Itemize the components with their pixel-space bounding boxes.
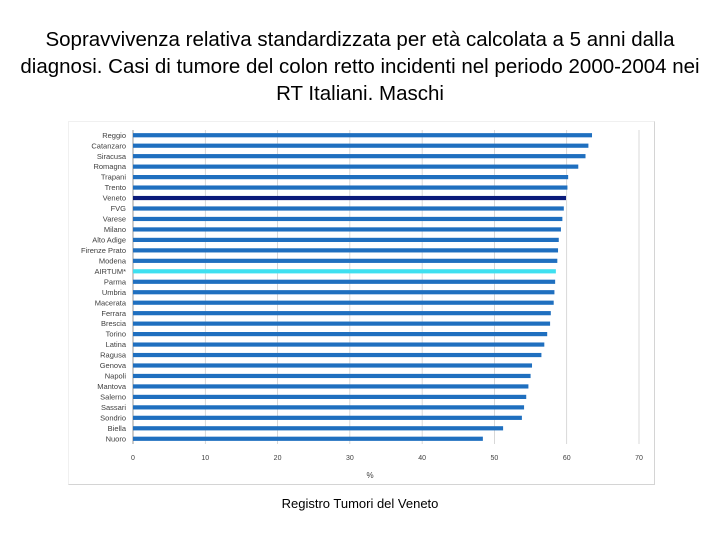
category-label: Firenze Prato (81, 246, 126, 255)
x-tick-label: 60 (563, 455, 571, 462)
bar (133, 415, 522, 420)
bar (133, 258, 558, 263)
bar (133, 154, 586, 159)
bar (133, 405, 525, 410)
x-tick-label: 50 (491, 455, 499, 462)
bar (133, 436, 483, 441)
bar (133, 237, 559, 242)
category-label: Sondrio (100, 413, 126, 422)
chart-frame (68, 121, 655, 485)
bar (133, 133, 593, 138)
category-label: Brescia (101, 319, 127, 328)
category-label: Salerno (100, 393, 126, 402)
bar (133, 279, 556, 284)
category-label: Parma (104, 277, 127, 286)
x-tick-label: 0 (131, 455, 135, 462)
category-label: Trapani (101, 173, 126, 182)
category-label: Siracusa (97, 152, 127, 161)
bar (133, 342, 545, 347)
category-label: Reggio (102, 131, 126, 140)
category-label: Umbria (102, 288, 127, 297)
bar (133, 290, 555, 295)
category-label: Trento (105, 183, 126, 192)
bar (133, 195, 566, 201)
bar (133, 175, 569, 180)
bar (133, 321, 551, 326)
category-label: Ferrara (101, 309, 126, 318)
category-label: Varese (103, 215, 126, 224)
category-label: Catanzaro (91, 141, 126, 150)
x-axis-title: % (366, 471, 373, 480)
bar (133, 143, 589, 148)
bar (133, 206, 564, 211)
category-label: Macerata (95, 298, 127, 307)
category-label: Torino (106, 330, 126, 339)
category-label: Biella (108, 424, 127, 433)
bar (133, 394, 527, 399)
x-tick-label: 10 (201, 455, 209, 462)
category-label: Napoli (105, 372, 127, 381)
bar (133, 373, 531, 379)
bar (133, 185, 568, 190)
category-label: Nuoro (106, 434, 126, 443)
bar (133, 300, 554, 305)
category-label: Romagna (93, 162, 126, 171)
x-tick-label: 30 (346, 455, 354, 462)
category-label: Ragusa (100, 351, 127, 360)
bar (133, 269, 556, 274)
category-label: Mantova (97, 382, 127, 391)
category-label: Sassari (101, 403, 126, 412)
bar (133, 384, 529, 389)
category-label: Latina (106, 340, 127, 349)
category-label: Milano (104, 225, 126, 234)
x-tick-label: 70 (635, 455, 643, 462)
bar (133, 311, 551, 316)
category-label: FVG (111, 204, 127, 213)
bar (133, 227, 561, 232)
bar (133, 352, 542, 358)
slide-title: Sopravvivenza relativa standardizzata pe… (20, 28, 700, 105)
category-label: Veneto (103, 194, 126, 203)
bar (133, 332, 548, 337)
bar (133, 216, 563, 222)
x-tick-label: 20 (274, 455, 282, 462)
footer-source: Registro Tumori del Veneto (281, 496, 439, 511)
bar (133, 248, 559, 253)
category-label: Genova (100, 361, 127, 370)
category-label: Modena (99, 256, 127, 265)
bar (133, 426, 504, 431)
category-label: AIRTUM* (94, 267, 126, 276)
bar (133, 164, 579, 169)
x-tick-label: 40 (418, 455, 426, 462)
bar (133, 363, 533, 368)
category-label: Alto Adige (92, 236, 126, 245)
